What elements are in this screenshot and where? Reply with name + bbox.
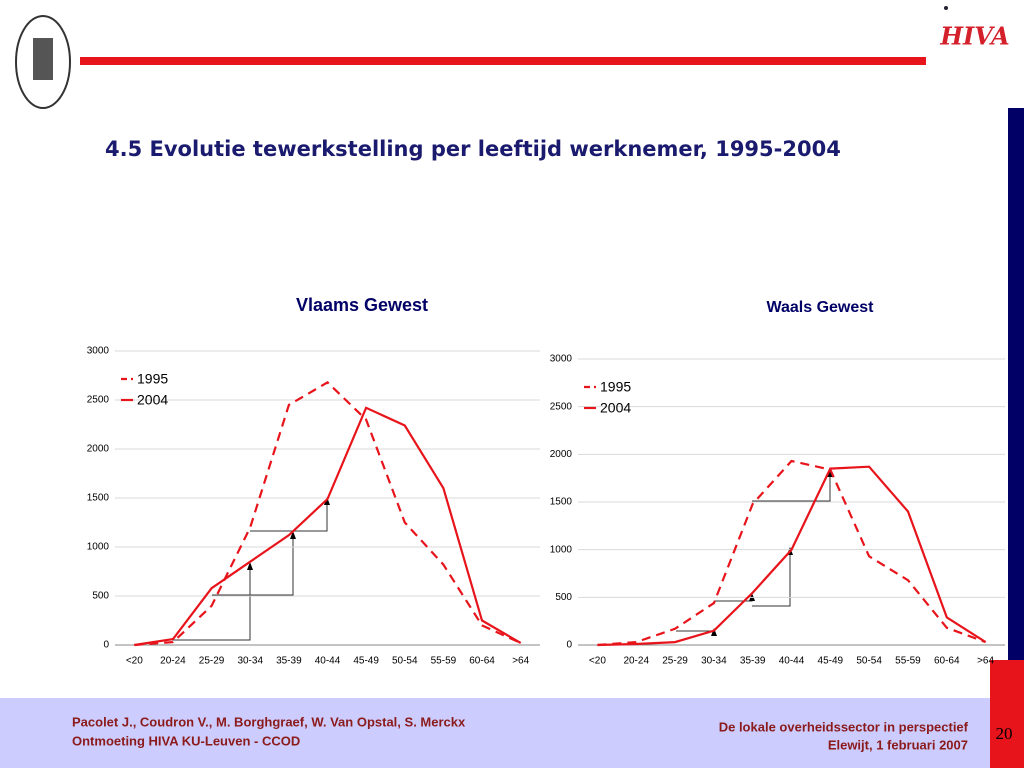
- y-tick-label: 500: [92, 591, 109, 602]
- university-seal: [15, 15, 71, 109]
- side-bar: [1008, 108, 1024, 660]
- y-tick-label: 0: [103, 640, 109, 651]
- page-number: 20: [996, 724, 1013, 743]
- arrow-heads: [247, 469, 833, 636]
- y-tick-label: 2500: [87, 395, 110, 406]
- chart-title: Waals Gewest: [766, 299, 874, 316]
- x-tick-label: 35-39: [276, 656, 302, 667]
- series-line: [597, 465, 987, 647]
- x-tick-label: >64: [977, 656, 994, 667]
- arrow: [752, 553, 791, 607]
- arrow: [752, 474, 831, 502]
- x-tick-label: 55-59: [431, 656, 457, 667]
- legend-label: 1995: [137, 371, 168, 387]
- slide-title: 4.5 Evolutie tewerkstelling per leeftijd…: [105, 137, 841, 161]
- y-tick-label: 1500: [87, 493, 110, 504]
- x-tick-label: 20-24: [623, 656, 649, 667]
- series-line: [134, 406, 522, 647]
- x-tick-label: 45-49: [818, 656, 844, 667]
- x-tick-label: 50-54: [392, 656, 418, 667]
- x-tick-label: 25-29: [662, 656, 688, 667]
- arrow: [250, 503, 328, 532]
- y-tick-label: 1000: [550, 544, 573, 555]
- footer-band: [0, 698, 990, 768]
- legend-label: 2004: [137, 392, 168, 408]
- x-tick-label: >64: [512, 656, 529, 667]
- x-tick-label: 25-29: [199, 656, 225, 667]
- footer-event: Ontmoeting HIVA KU-Leuven - CCOD: [72, 733, 300, 748]
- chart-title: Vlaams Gewest: [296, 295, 428, 315]
- x-tick-label: 40-44: [315, 656, 341, 667]
- page-block: [990, 660, 1024, 768]
- shift-annotations: [172, 474, 831, 641]
- logo-dot: [944, 6, 948, 10]
- x-tick-label: 45-49: [353, 656, 379, 667]
- arrow-head: [827, 469, 833, 477]
- x-tick-label: 30-34: [237, 656, 263, 667]
- x-tick-label: 30-34: [701, 656, 727, 667]
- y-tick-label: 3000: [550, 354, 573, 365]
- y-tick-label: 2000: [87, 444, 110, 455]
- footer-topic: De lokale overheidssector in perspectief: [719, 719, 969, 734]
- y-tick-label: 2000: [550, 449, 573, 460]
- y-tick-label: 2500: [550, 401, 573, 412]
- x-tick-label: 35-39: [740, 656, 766, 667]
- y-tick-label: 3000: [87, 346, 110, 357]
- series-line: [134, 381, 522, 647]
- x-tick-label: 50-54: [856, 656, 882, 667]
- arrow: [172, 568, 251, 641]
- header-bar: [80, 57, 926, 65]
- footer-date: Elewijt, 1 februari 2007: [828, 737, 968, 752]
- y-tick-label: 0: [566, 640, 572, 651]
- arrow-head: [711, 628, 717, 636]
- y-tick-label: 500: [555, 592, 572, 603]
- x-tick-label: 60-64: [469, 656, 495, 667]
- seal-figure: [33, 38, 53, 80]
- series-line: [597, 459, 986, 647]
- x-tick-label: <20: [126, 656, 143, 667]
- hiva-logo: HIVA: [939, 22, 1009, 51]
- legend-label: 1995: [600, 379, 631, 395]
- x-tick-label: 55-59: [895, 656, 921, 667]
- arrow-head: [290, 531, 296, 539]
- arrow-head: [247, 562, 253, 570]
- x-tick-label: <20: [589, 656, 606, 667]
- x-tick-label: 40-44: [779, 656, 805, 667]
- legend-label: 2004: [600, 400, 631, 416]
- x-tick-label: 20-24: [160, 656, 186, 667]
- footer-authors: Pacolet J., Coudron V., M. Borghgraef, W…: [72, 714, 466, 729]
- x-tick-label: 60-64: [934, 656, 960, 667]
- arrow-head: [324, 497, 330, 505]
- arrow: [212, 537, 294, 596]
- y-tick-label: 1000: [87, 542, 110, 553]
- y-tick-label: 1500: [550, 497, 573, 508]
